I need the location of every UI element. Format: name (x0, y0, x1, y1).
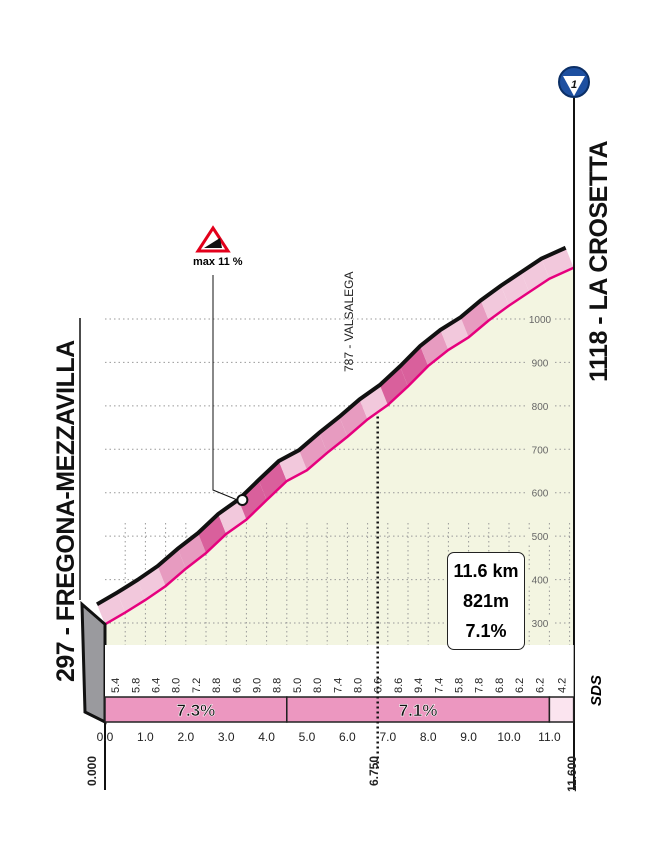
summary-box: 11.6 km 821m 7.1% (447, 552, 525, 650)
gradient-band-segment (177, 533, 206, 569)
segment-gradient-label: 8.8 (272, 678, 284, 693)
valsalega-distance: 6.750 (367, 755, 381, 786)
gradient-band-segment (480, 285, 509, 321)
sds-mark: SDS (588, 675, 605, 706)
segment-gradient-label: 8.0 (353, 678, 365, 693)
finish-badge-triangle (563, 76, 585, 96)
summary-avg: 7.1% (465, 621, 507, 641)
segment-gradient-label: 6.6 (231, 678, 243, 693)
x-tick-label: 2.0 (177, 730, 194, 744)
x-tick-label: 9.0 (460, 730, 477, 744)
y-tick-label: 700 (532, 445, 549, 456)
gradient-band-segment (440, 317, 469, 350)
x-tick-label: 11.0 (538, 730, 561, 744)
ribbon-top-line (95, 245, 567, 607)
gradient-band-segment (218, 499, 247, 534)
y-tick-bg (527, 398, 553, 413)
gradient-band-segment (238, 480, 267, 520)
segment-gradient-label: 8.6 (393, 678, 405, 693)
start-side-block (80, 600, 107, 725)
y-tick-label: 600 (532, 489, 549, 500)
y-tick-label: 500 (532, 532, 549, 543)
max-gradient-point (236, 494, 249, 506)
average-gradient-bar (548, 696, 575, 723)
gradient-band-segment (258, 461, 287, 501)
segment-gradient-label: 6.8 (494, 678, 506, 693)
segment-gradient-label: 5.0 (292, 678, 304, 693)
finish-label: 1118 - LA CROSETTA (585, 140, 613, 382)
segment-gradient-label: 6.4 (151, 678, 163, 693)
segment-gradient-label: 8.0 (312, 678, 324, 693)
start-label: 297 - FREGONA-MEZZAVILLA (52, 340, 80, 682)
segment-gradient-label: 6.2 (534, 678, 546, 693)
gradient-band-segment (198, 513, 227, 554)
segment-gradient-label: 6.6 (373, 678, 385, 693)
gradient-band-segment (137, 566, 166, 600)
average-gradient-label: 7.1% (399, 701, 438, 720)
x-tick-label: 7.0 (379, 730, 396, 744)
segment-gradient-label: 9.0 (252, 678, 264, 693)
summary-distance: 11.6 km (453, 561, 519, 581)
y-tick-label: 1000 (529, 315, 552, 326)
valsalega-label: 787 - VALSALEGA (342, 271, 356, 373)
y-tick-bg (527, 572, 553, 587)
finish-badge-number: 1 (571, 79, 577, 91)
segment-gradient-label: 6.2 (514, 678, 526, 693)
gradient-band-segment (157, 548, 186, 587)
segment-gradient-label: 7.4 (433, 678, 445, 693)
gradient-band-segment (117, 579, 146, 613)
summary-gain: 821m (462, 591, 510, 611)
segment-gradient-label: 8.8 (211, 678, 223, 693)
y-tick-bg (527, 355, 553, 370)
x-tick-label: 4.0 (258, 730, 275, 744)
segment-gradient-label: 9.4 (413, 678, 425, 693)
segment-gradient-label: 8.0 (171, 678, 183, 693)
steep-warning-icon-slope (204, 238, 222, 248)
average-gradient-label: 7.3% (177, 701, 216, 720)
y-tick-bg (527, 442, 553, 457)
x-tick-label: 10.0 (497, 730, 521, 744)
average-gradient-bar (104, 696, 288, 723)
y-tick-label: 400 (532, 576, 549, 587)
start-distance: 0.000 (85, 755, 99, 786)
y-tick-label: 800 (532, 402, 549, 413)
segment-gradient-label: 5.4 (110, 678, 122, 693)
y-tick-label: 900 (532, 358, 549, 369)
finish-distance: 11.600 (565, 755, 579, 792)
gradient-band-segment (460, 300, 489, 338)
segment-gradient-label: 7.2 (191, 678, 203, 693)
gradient-band-segment (339, 399, 368, 437)
gradient-band-segment (319, 416, 348, 453)
x-tick-label: 3.0 (218, 730, 235, 744)
segment-gradient-label: 4.2 (557, 678, 569, 693)
gradient-band-segment (521, 258, 550, 293)
max-gradient-leader (212, 275, 238, 501)
x-tick-label: 8.0 (420, 730, 437, 744)
gradient-band-segment (359, 385, 388, 420)
y-tick-bg (527, 529, 553, 544)
segment-gradient-label: 5.8 (130, 678, 142, 693)
x-tick-label: 6.0 (339, 730, 356, 744)
segment-gradient-label: 5.8 (454, 678, 466, 693)
segment-gradient-label: 7.8 (474, 678, 486, 693)
y-tick-label: 300 (532, 619, 549, 630)
gradient-band-segment (379, 366, 408, 406)
y-tick-bg (527, 616, 553, 630)
gradient-band-segment (400, 345, 429, 387)
x-tick-label: 0.0 (97, 730, 114, 744)
x-tick-label: 5.0 (299, 730, 316, 744)
profile-line (104, 266, 575, 626)
segment-gradient-label: 7.4 (332, 678, 344, 693)
y-tick-bg (527, 485, 553, 500)
max-gradient-label: max 11 % (193, 256, 243, 268)
gradient-band-segment (299, 432, 328, 471)
gradient-band-segment (420, 329, 449, 366)
y-tick-bg (527, 311, 553, 326)
gradient-band-segment (501, 272, 530, 306)
gradient-label-strip (105, 645, 574, 697)
x-tick-label: 1.0 (137, 730, 154, 744)
